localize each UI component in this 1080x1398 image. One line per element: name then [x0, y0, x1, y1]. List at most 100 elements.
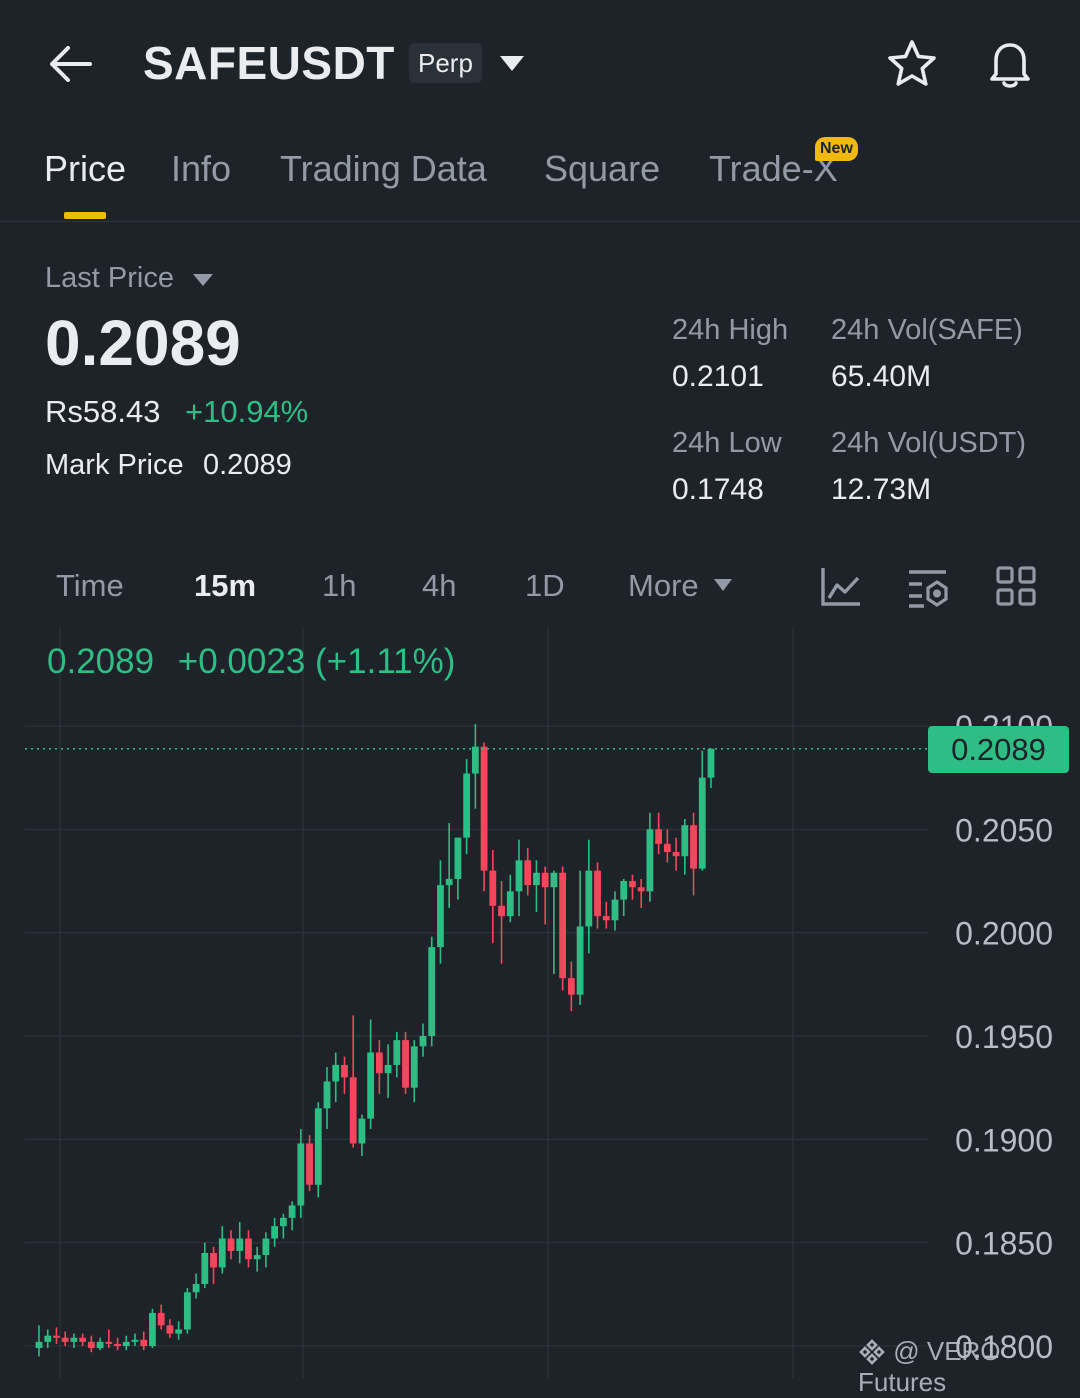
candle-body: [114, 1343, 121, 1346]
mark-price-value: 0.2089: [203, 449, 292, 481]
candle-body: [227, 1238, 235, 1251]
candle-body: [690, 825, 697, 869]
last-price-value: 0.2089: [45, 307, 241, 379]
candle-body: [192, 1284, 200, 1293]
vol-quote-value: 12.73M: [831, 473, 932, 506]
tab-info[interactable]: Info: [171, 148, 232, 189]
y-axis-tick-label: 0.2000: [955, 916, 1053, 952]
candle-body: [201, 1253, 209, 1284]
interval-more-label: More: [628, 568, 699, 603]
candle-body: [524, 860, 532, 886]
bell-icon: [990, 43, 1030, 88]
candle-body: [585, 870, 593, 927]
candle-body: [70, 1337, 78, 1342]
candle-body: [445, 878, 453, 886]
candle-body: [480, 746, 488, 871]
candlestick-chart[interactable]: 0.21000.20500.20000.19500.19000.18500.18…: [0, 628, 1080, 1378]
vol-base-value: 65.40M: [831, 360, 932, 393]
candle-body: [428, 947, 436, 1036]
tab-price[interactable]: Price: [44, 148, 127, 189]
candle-body: [663, 843, 671, 853]
interval-1h[interactable]: 1h: [322, 568, 357, 603]
candle-body: [437, 885, 444, 948]
candle-body: [105, 1341, 113, 1344]
candle-body: [149, 1312, 156, 1346]
symbol-dropdown-button[interactable]: [498, 52, 526, 76]
last-price-label[interactable]: Last Price: [45, 262, 174, 294]
candle-body: [358, 1118, 366, 1144]
candle-body: [183, 1292, 191, 1330]
candle-body: [672, 852, 680, 857]
tab-square[interactable]: Square: [544, 148, 661, 189]
candle-body: [463, 773, 471, 838]
chart-summary-change-pct: (+1.11%): [315, 642, 456, 681]
low-24h-value: 0.1748: [672, 473, 764, 506]
candle-body: [698, 777, 706, 869]
tab-trading-data[interactable]: Trading Data: [280, 148, 487, 189]
candle-body: [262, 1238, 270, 1256]
candle-body: [210, 1253, 217, 1268]
candle-body: [471, 746, 479, 774]
layout-grid-button[interactable]: [996, 566, 1036, 611]
candle-body: [35, 1341, 43, 1349]
candle-body: [576, 926, 584, 995]
interval-15m[interactable]: 15m: [194, 568, 257, 603]
star-icon: [888, 40, 936, 86]
candle-body: [681, 825, 689, 857]
candle-body: [655, 829, 663, 844]
candle-body: [506, 891, 514, 917]
candle-body: [122, 1341, 130, 1346]
tabs-divider: [0, 221, 1080, 222]
candle-body: [454, 837, 462, 879]
candle-body: [131, 1339, 139, 1342]
candle-body: [367, 1052, 375, 1119]
symbol-title[interactable]: SAFEUSDT: [143, 37, 395, 89]
candle-body: [140, 1339, 148, 1346]
favorite-button[interactable]: [884, 38, 940, 90]
y-axis-tick-label: 0.2050: [955, 812, 1053, 848]
candle-body: [245, 1238, 252, 1260]
candle-body: [349, 1077, 357, 1144]
last-price-dropdown[interactable]: [192, 272, 214, 288]
candle-body: [279, 1217, 287, 1227]
candle-body: [541, 872, 549, 888]
interval-1d[interactable]: 1D: [525, 568, 565, 603]
candle-body: [96, 1341, 104, 1349]
new-badge: New: [815, 137, 858, 161]
candle-body: [375, 1052, 383, 1074]
candle-body: [332, 1064, 340, 1082]
y-axis-tick-label: 0.1900: [955, 1122, 1053, 1158]
candle-body: [646, 829, 654, 892]
candle-body: [79, 1337, 87, 1342]
candle-body: [594, 870, 601, 917]
candle-body: [637, 887, 645, 892]
mark-price-label: Mark Price: [45, 449, 184, 481]
back-button[interactable]: [44, 40, 96, 88]
candle-body: [175, 1329, 183, 1334]
candle-body: [166, 1325, 174, 1334]
notifications-button[interactable]: [982, 36, 1038, 92]
candle-body: [341, 1064, 348, 1078]
watermark: @ VERO Futures: [858, 1336, 1080, 1398]
candle-body: [533, 872, 540, 886]
interval-time[interactable]: Time: [56, 568, 124, 603]
candle-body: [567, 978, 575, 995]
candle-body: [314, 1108, 322, 1185]
candle-body: [157, 1312, 165, 1326]
contract-type-badge: Perp: [409, 43, 482, 83]
candle-body: [323, 1081, 331, 1109]
back-arrow-icon: [50, 46, 92, 82]
indicator-settings-button[interactable]: [906, 566, 950, 613]
chart-type-button[interactable]: [820, 565, 862, 612]
current-price-tag: 0.2089: [928, 726, 1069, 773]
interval-4h[interactable]: 4h: [422, 568, 457, 603]
candle-body: [44, 1335, 52, 1342]
indicator-settings-icon: [909, 570, 948, 608]
candle-body: [253, 1255, 261, 1260]
interval-more[interactable]: More: [628, 568, 733, 604]
dropdown-caret-icon: [193, 274, 213, 286]
candle-body: [559, 872, 567, 979]
candle-body: [218, 1238, 226, 1268]
dropdown-caret-icon: [714, 579, 733, 591]
candle-body: [61, 1337, 69, 1342]
